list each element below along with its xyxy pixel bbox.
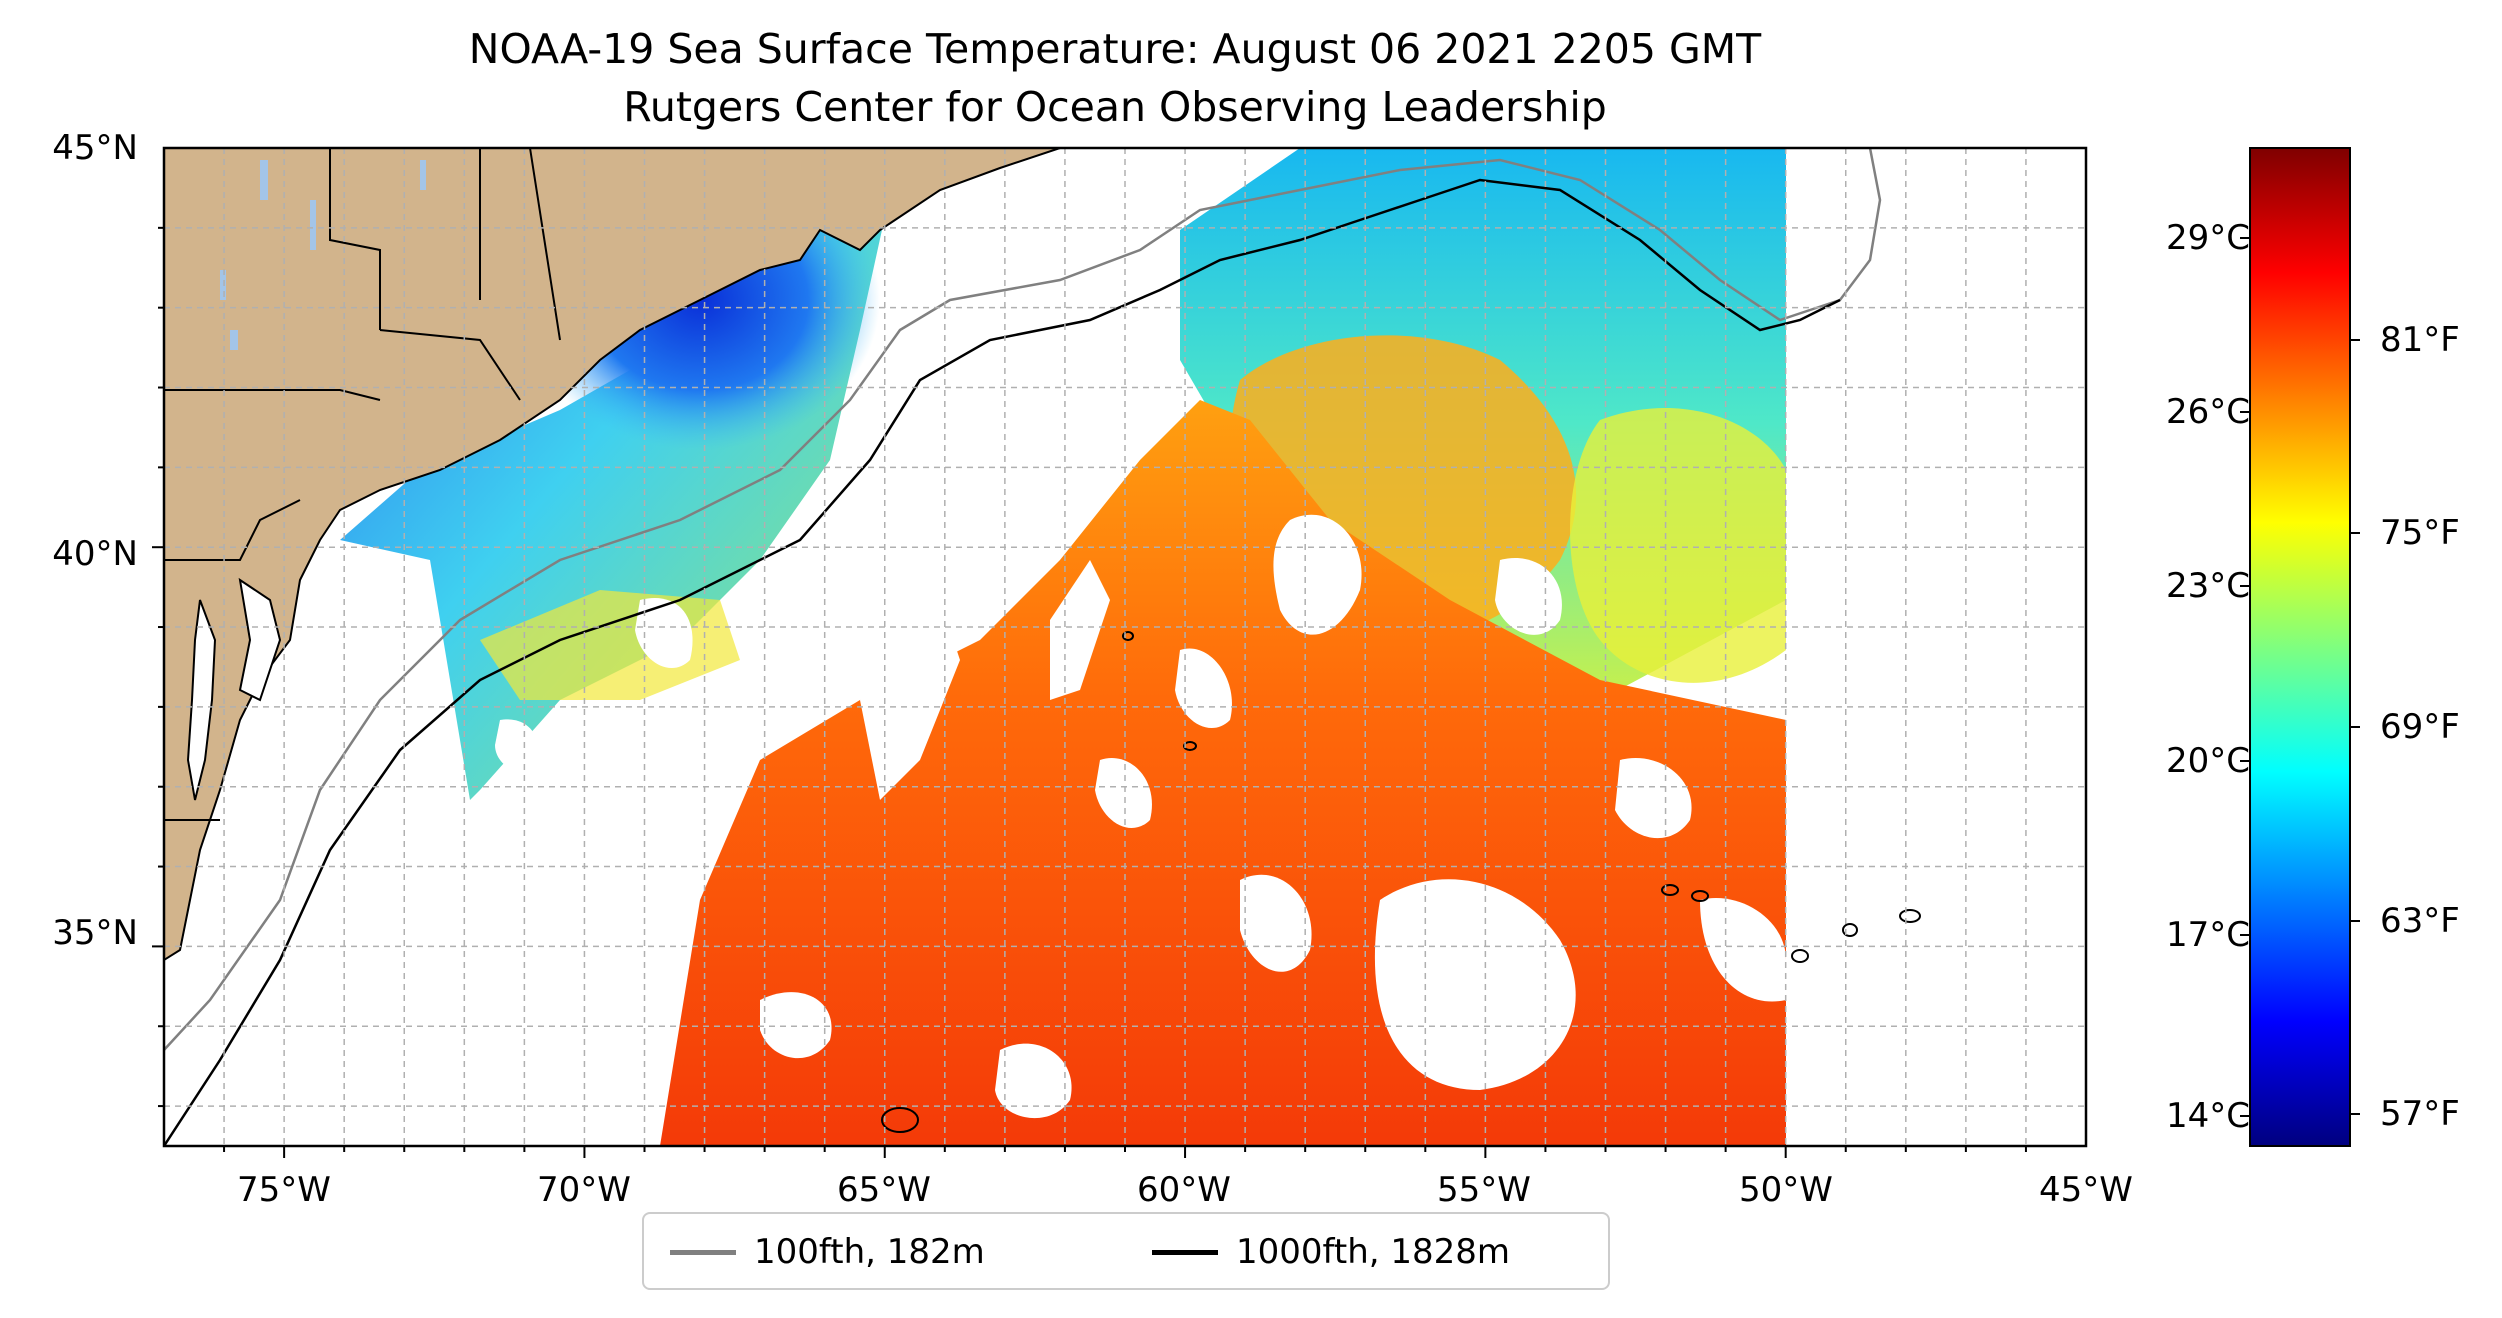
lat-label-35n: 35°N — [52, 913, 138, 953]
delaware-bay — [238, 577, 282, 702]
colorbar-label-23c: 23°C — [2165, 566, 2250, 606]
isobath-100fth — [164, 148, 1882, 1051]
colorbar-ticks — [2240, 237, 2360, 1117]
lon-label-50w: 50°W — [1739, 1170, 1833, 1210]
colorbar-gradient — [2249, 147, 2351, 1147]
colorbar-label-29c: 29°C — [2165, 218, 2250, 258]
legend-line-grey — [670, 1250, 736, 1255]
legend: 100fth, 182m 1000fth, 1828m — [642, 1212, 1610, 1290]
seamounts — [881, 631, 1921, 1133]
colorbar-label-17c: 17°C — [2165, 915, 2250, 955]
map-area — [164, 148, 2086, 1146]
lon-label-70w: 70°W — [537, 1170, 631, 1210]
colorbar-label-75f: 75°F — [2380, 513, 2460, 553]
colorbar-label-57f: 57°F — [2380, 1094, 2460, 1134]
cloud-mask — [495, 514, 1786, 1119]
lon-label-45w: 45°W — [2039, 1170, 2133, 1210]
lon-label-75w: 75°W — [237, 1170, 331, 1210]
colorbar-label-14c: 14°C — [2165, 1096, 2250, 1136]
sst-yellow-eddy — [1570, 408, 1786, 683]
chesapeake-bay — [186, 599, 217, 801]
colorbar-label-69f: 69°F — [2380, 707, 2460, 747]
axis-ticks — [152, 226, 2027, 1158]
lakes — [220, 160, 426, 350]
gridlines — [164, 148, 2086, 1146]
lon-label-55w: 55°W — [1437, 1170, 1531, 1210]
lon-label-60w: 60°W — [1137, 1170, 1231, 1210]
legend-line-black — [1152, 1250, 1218, 1255]
colorbar-label-63f: 63°F — [2380, 901, 2460, 941]
lon-label-65w: 65°W — [837, 1170, 931, 1210]
colorbar-label-81f: 81°F — [2380, 320, 2460, 360]
legend-label-100fth: 100fth, 182m — [754, 1232, 985, 1272]
colorbar-label-26c: 26°C — [2165, 392, 2250, 432]
colorbar-label-20c: 20°C — [2165, 741, 2250, 781]
figure-title: NOAA-19 Sea Surface Temperature: August … — [468, 25, 1762, 73]
lat-label-45n: 45°N — [52, 128, 138, 168]
isobath-1000fth — [164, 178, 1841, 1146]
lat-label-40n: 40°N — [52, 534, 138, 574]
legend-label-1000fth: 1000fth, 1828m — [1236, 1232, 1511, 1272]
figure-subtitle: Rutgers Center for Ocean Observing Leade… — [623, 83, 1607, 131]
